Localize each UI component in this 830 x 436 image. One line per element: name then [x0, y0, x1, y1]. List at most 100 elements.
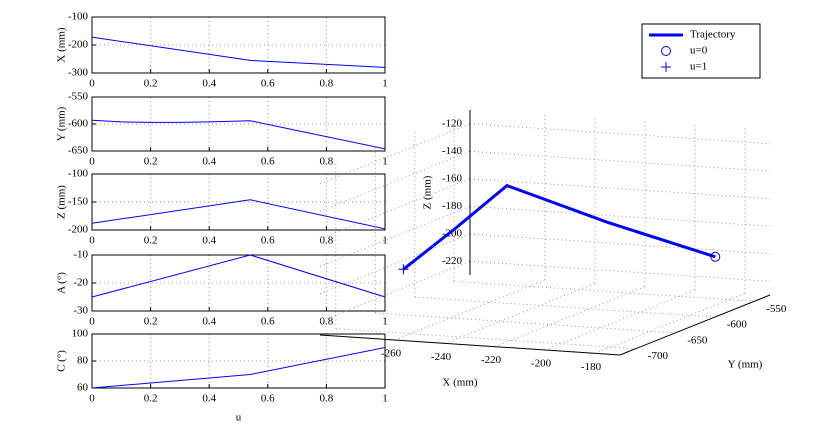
y-tick-label: -150 — [68, 196, 89, 208]
legend: Trajectory u=0 u=1 — [641, 23, 761, 79]
legend-label: u=0 — [690, 45, 708, 57]
y-tick-label: -550 — [766, 303, 787, 315]
x-tick-label: 0.8 — [320, 235, 334, 247]
y-axis-label: Y (mm) — [728, 359, 763, 371]
grid-line — [319, 178, 471, 240]
grid-line — [319, 150, 471, 212]
x-tick-label: 0.2 — [144, 78, 158, 90]
grid-line — [469, 233, 771, 255]
z-axis-label: Z (mm) — [422, 175, 434, 209]
grid-line — [414, 296, 715, 318]
axes-box — [91, 173, 386, 231]
grid-line — [444, 282, 596, 344]
grid-line — [469, 260, 771, 282]
y-tick-label: 100 — [72, 328, 89, 340]
marker-plus — [398, 264, 409, 275]
x-tick-label: -220 — [481, 354, 502, 366]
grid-line — [469, 123, 771, 145]
x-tick-label: 0.8 — [320, 78, 334, 90]
y-tick-label: -600 — [727, 319, 748, 331]
y-tick-label: -650 — [687, 334, 708, 346]
x-tick-label: 1 — [382, 393, 388, 405]
x-tick-label: 0.4 — [202, 393, 216, 405]
y-tick-label: -200 — [68, 39, 89, 51]
x-tick-label: 1 — [382, 156, 388, 168]
x-tick-label: -180 — [581, 361, 602, 373]
grid-line — [469, 150, 771, 172]
data-line — [91, 347, 386, 389]
y-tick-label: -550 — [68, 91, 89, 103]
x-tick-label: 0.4 — [202, 316, 216, 328]
x-tick-label: 0.8 — [320, 393, 334, 405]
z-tick-label: -120 — [442, 117, 463, 129]
grid-line — [375, 312, 676, 334]
trajectory — [402, 183, 716, 271]
y-axis-label: A (°) — [56, 272, 68, 294]
x-tick-label: 1 — [382, 235, 388, 247]
x-tick-label: 0.6 — [261, 78, 275, 90]
data-line — [91, 119, 386, 150]
y-axis-label: C (°) — [56, 350, 68, 372]
grid-line — [319, 123, 471, 185]
x-tick-label: 0.2 — [144, 235, 158, 247]
x-axis-label: u — [236, 412, 242, 424]
x-tick-label: 0 — [89, 78, 95, 90]
y-axis-label: Z (mm) — [56, 185, 68, 219]
grid-line — [594, 292, 746, 354]
x-tick-label: 0.6 — [261, 235, 275, 247]
axes-box — [91, 16, 386, 74]
x-tick-label: 0.4 — [202, 235, 216, 247]
x-axis-label: X (mm) — [442, 377, 477, 389]
z-tick-label: -160 — [442, 172, 463, 184]
grid-line — [469, 205, 771, 227]
x-tick-label: 0.8 — [320, 156, 334, 168]
y-tick-label: -100 — [68, 168, 89, 180]
y-tick-label: -700 — [648, 350, 669, 362]
x-tick-label: 0.4 — [202, 78, 216, 90]
x-tick-label: 0.6 — [261, 393, 275, 405]
z-tick-label: -220 — [442, 255, 463, 267]
y-tick-label: -20 — [73, 277, 88, 289]
x-tick-label: 0.4 — [202, 156, 216, 168]
z-tick-label: -180 — [442, 200, 463, 212]
data-line — [91, 254, 386, 298]
grid-line — [319, 233, 471, 295]
y-axis-label: Y (mm) — [56, 106, 68, 141]
x-tick-label: -240 — [431, 351, 452, 363]
marker-plus — [661, 62, 671, 72]
y-axis-label: X (mm) — [56, 27, 68, 62]
axis-line — [619, 294, 771, 356]
legend-label: Trajectory — [690, 29, 736, 41]
x-tick-label: -200 — [531, 358, 552, 370]
z-tick-label: -140 — [442, 145, 463, 157]
y-tick-label: -200 — [68, 224, 89, 236]
x-tick-label: 0.6 — [261, 316, 275, 328]
x-tick-label: 0.2 — [144, 156, 158, 168]
x-tick-label: 0.2 — [144, 316, 158, 328]
x-tick-label: 1 — [382, 316, 388, 328]
axes-box — [91, 96, 386, 152]
legend-label: u=1 — [690, 61, 707, 73]
grid-line — [319, 260, 471, 322]
x-tick-label: 0.8 — [320, 316, 334, 328]
axes-box — [91, 333, 386, 389]
x-tick-label: 0 — [89, 316, 95, 328]
y-tick-label: -100 — [68, 11, 89, 23]
y-tick-label: -10 — [73, 249, 88, 261]
grid-line — [319, 205, 471, 267]
marker-circle — [710, 251, 721, 262]
y-tick-label: -30 — [73, 305, 88, 317]
x-tick-label: -260 — [381, 348, 402, 360]
y-tick-label: -300 — [68, 67, 89, 79]
grid-line — [544, 289, 696, 351]
y-tick-label: -600 — [68, 118, 89, 130]
x-tick-label: 1 — [382, 78, 388, 90]
y-tick-label: 80 — [77, 355, 89, 367]
axes-box — [91, 254, 386, 312]
y-tick-label: -650 — [68, 145, 89, 157]
x-tick-label: 0 — [89, 393, 95, 405]
marker-circle — [661, 46, 671, 56]
x-tick-label: 0 — [89, 156, 95, 168]
data-line — [91, 36, 386, 68]
